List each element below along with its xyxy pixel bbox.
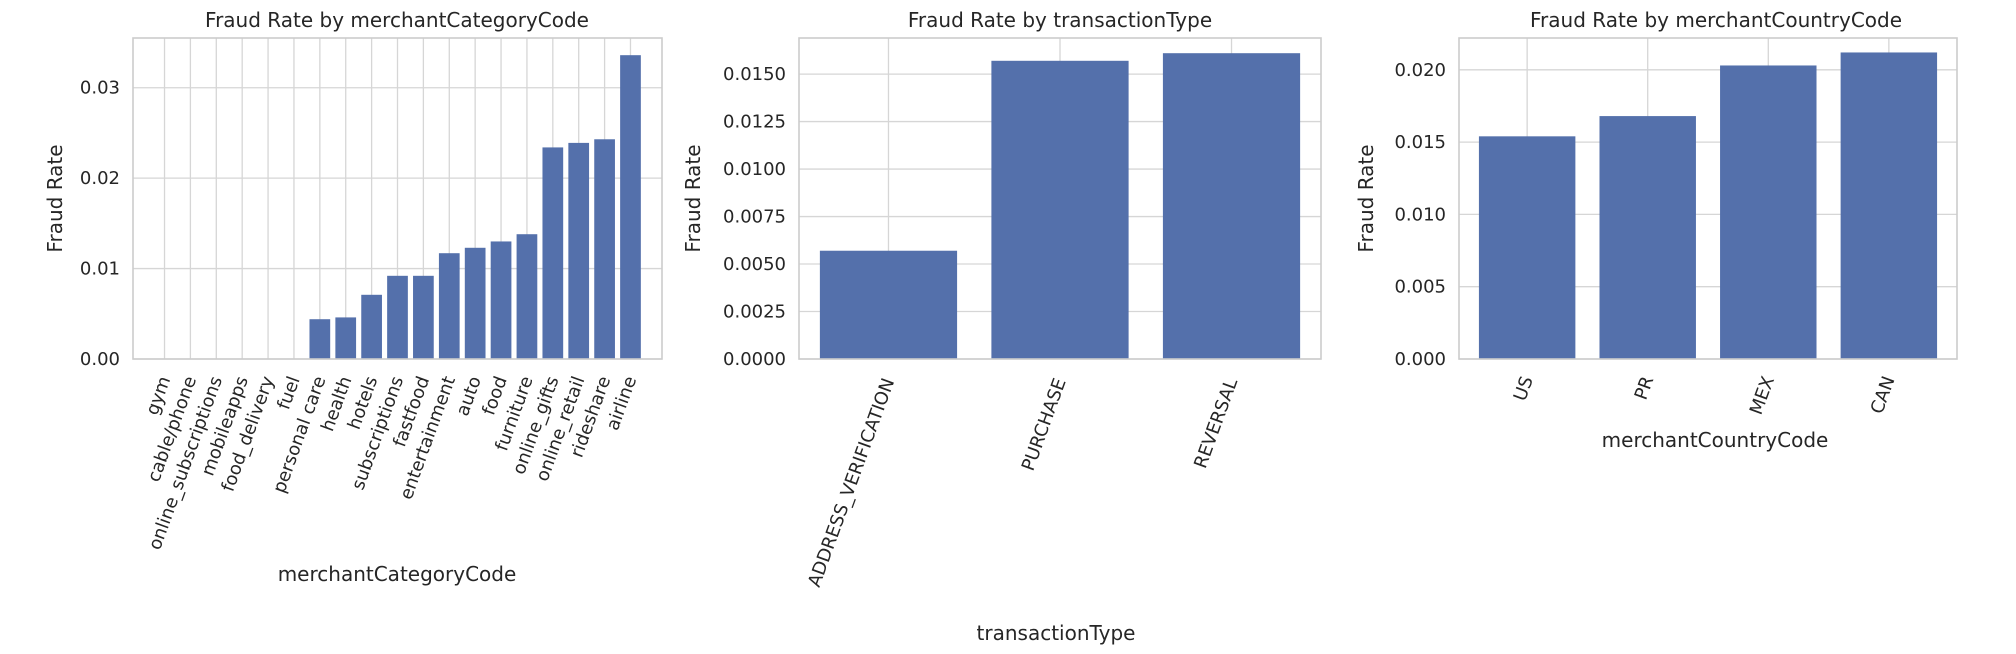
y-tick-label: 0.020 [1394, 60, 1446, 81]
y-tick-label: 0.015 [1394, 132, 1446, 153]
bar-mex [1720, 65, 1817, 360]
y-tick-label: 0.0050 [723, 254, 786, 275]
chart-title: Fraud Rate by transactionType [908, 8, 1212, 32]
bar-online-gifts [542, 147, 564, 359]
x-tick-label: US [1510, 374, 1538, 404]
y-axis-label: Fraud Rate [1354, 144, 1378, 252]
bar-auto [464, 247, 486, 359]
y-tick-label: 0.0000 [723, 349, 786, 370]
y-tick-label: 0.0125 [723, 112, 786, 133]
x-axis-label: merchantCategoryCode [278, 562, 517, 586]
y-tick-label: 0.0100 [723, 159, 786, 180]
x-tick-label: PR [1631, 374, 1659, 403]
bar-health [335, 317, 357, 359]
chart-panel-2: 0.0000 0.0025 0.0050 0.0075 0.0100 0.0125 0.01… [681, 8, 1322, 645]
y-tick-label: 0.02 [80, 168, 120, 189]
bar-purchase [991, 60, 1129, 359]
x-tick-label: ADDRESS_VERIFICATION [804, 376, 899, 590]
x-axis-label: merchantCountryCode [1602, 428, 1829, 452]
y-tick-label: 0.03 [80, 78, 120, 99]
chart-title: Fraud Rate by merchantCountryCode [1530, 8, 1902, 32]
bar-online-retail [568, 142, 590, 359]
bar-reversal [1162, 53, 1301, 360]
bar-rideshare [594, 139, 615, 359]
bar-entertainment [438, 253, 460, 359]
y-tick-label: 0.0025 [723, 302, 786, 323]
chart-panel-3: 0.000 0.005 0.010 0.015 0.020 US PR MEX CAN Fraud… [1354, 8, 1958, 452]
y-axis-label: Fraud Rate [681, 144, 705, 252]
plot-frame [798, 37, 1322, 360]
plot-frame [132, 37, 663, 360]
chart-panel-1: 0.000.010.020.03gymcable/phoneonline_sub… [43, 8, 663, 586]
x-tick-label: CAN [1867, 374, 1900, 417]
bar-hotels [361, 294, 382, 359]
bar-personal-care [309, 319, 331, 359]
bar-airline [620, 55, 641, 359]
plot-frame [1458, 37, 1958, 360]
y-tick-label: 0.005 [1394, 277, 1446, 298]
y-tick-label: 0.0150 [723, 64, 786, 85]
chart-title: Fraud Rate by merchantCategoryCode [205, 8, 589, 32]
bar-pr [1599, 116, 1696, 359]
bar-food [490, 241, 512, 359]
y-tick-label: 0.010 [1394, 204, 1446, 225]
y-axis-label: Fraud Rate [43, 144, 67, 252]
x-axis-label: transactionType [977, 621, 1136, 645]
x-tick-label: MEX [1746, 374, 1779, 418]
bar-us [1478, 136, 1576, 359]
bar-can [1840, 52, 1938, 359]
y-tick-label: 0.0075 [723, 207, 786, 228]
y-tick-label: 0.000 [1394, 349, 1446, 370]
y-tick-label: 0.01 [80, 259, 120, 280]
y-tick-label: 0.00 [80, 349, 120, 370]
bar-fastfood [413, 275, 434, 359]
bar-subscriptions [387, 275, 408, 359]
bar-address-verification [819, 250, 958, 359]
x-tick-label: PURCHASE [1018, 376, 1071, 474]
bar-furniture [516, 234, 538, 359]
x-tick-label: REVERSAL [1190, 376, 1242, 472]
